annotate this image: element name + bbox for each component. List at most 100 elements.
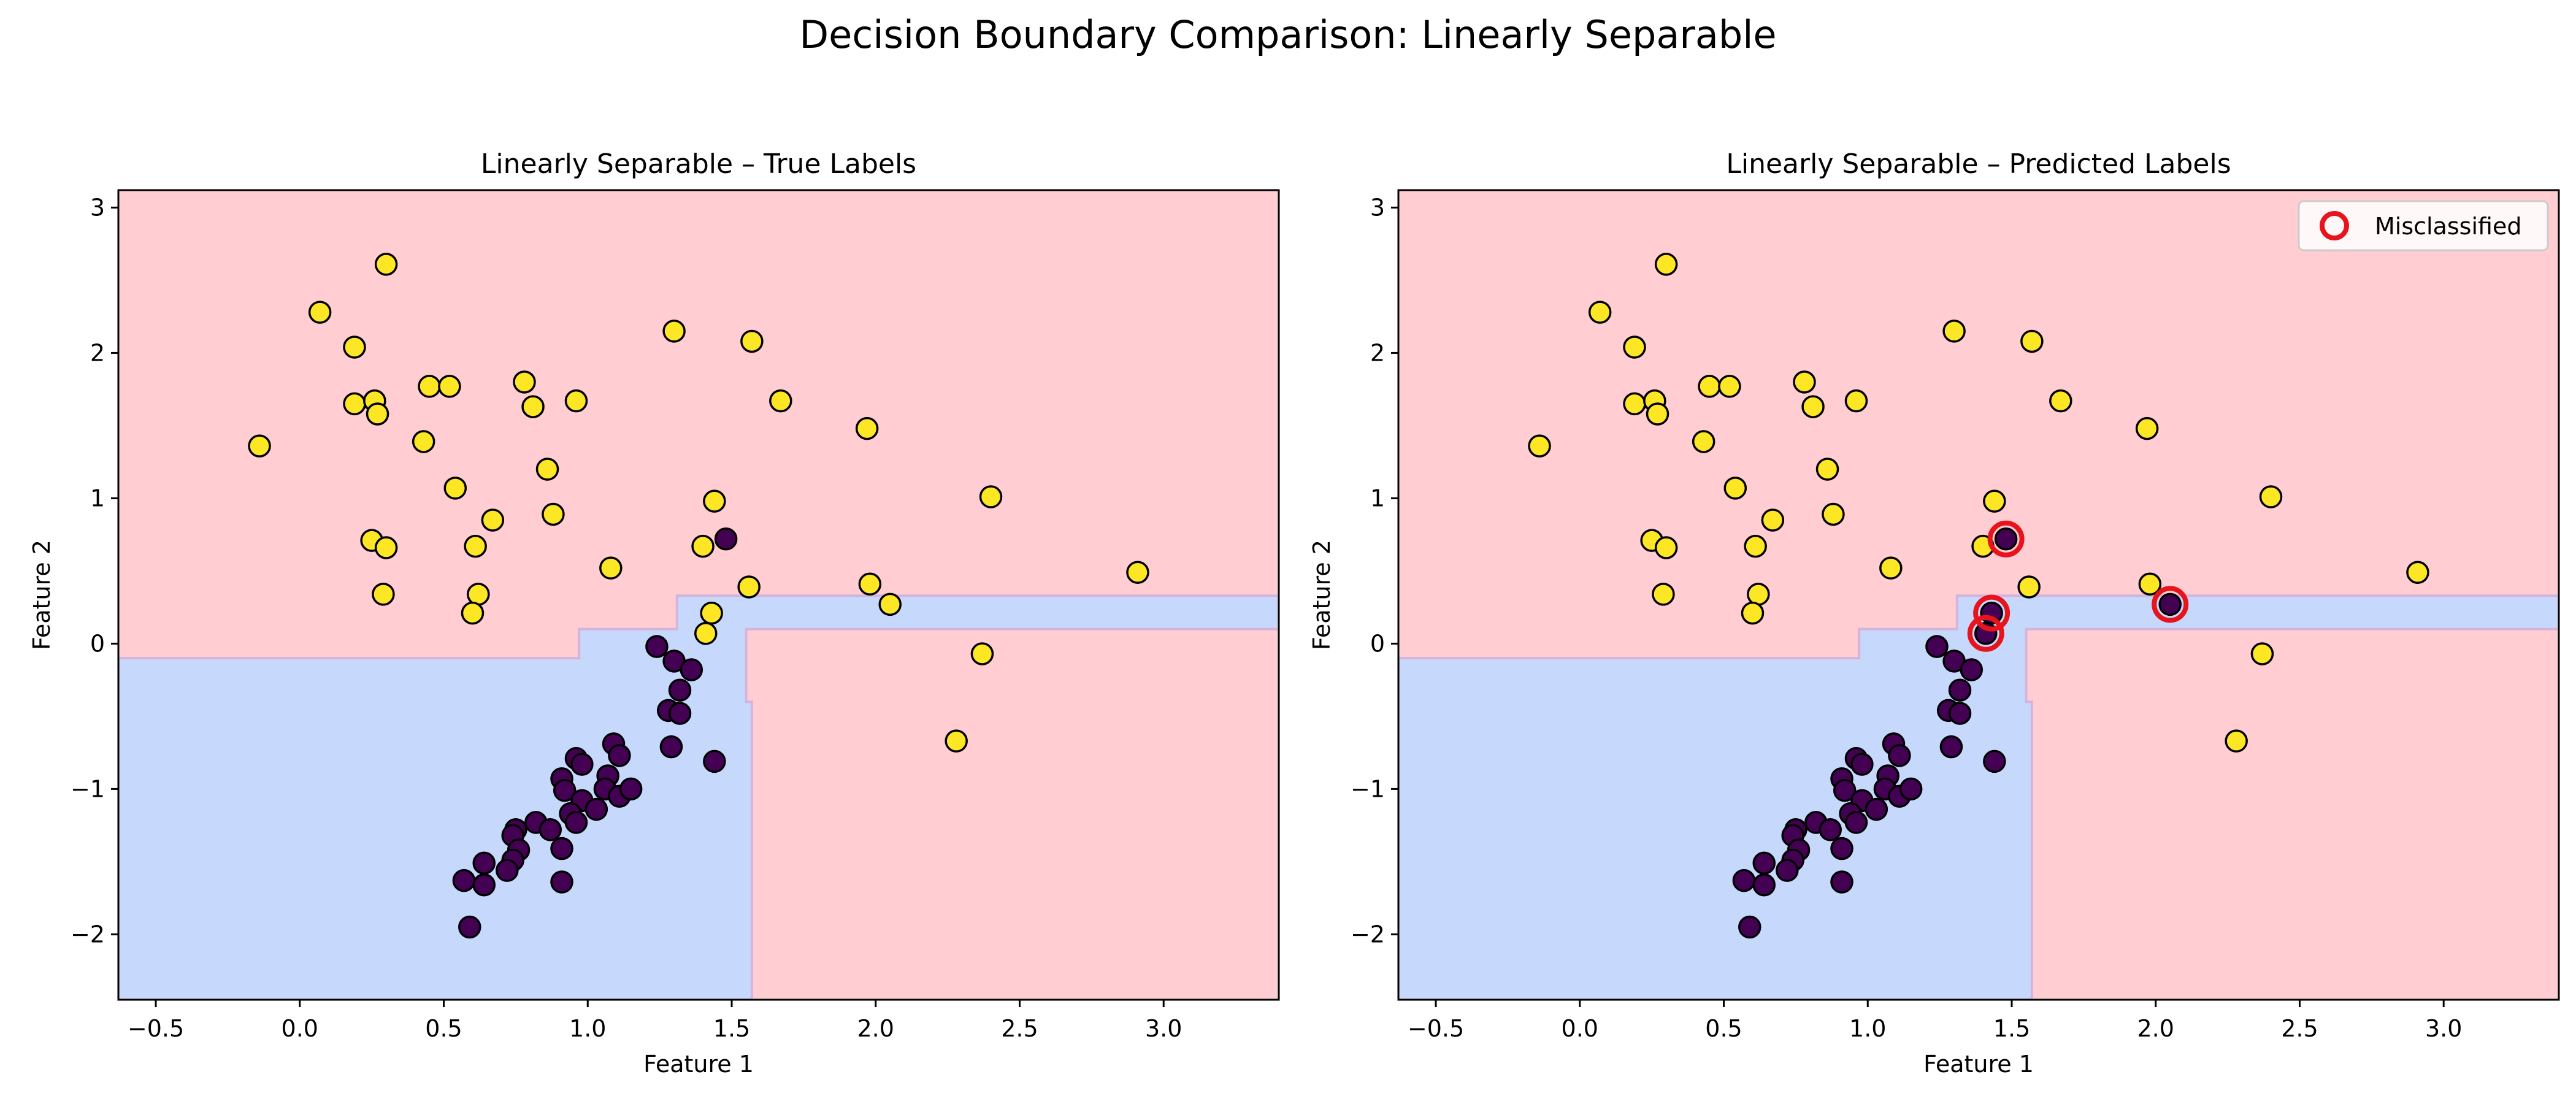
y-axis-label: Feature 2	[28, 540, 55, 650]
data-point	[2158, 592, 2182, 616]
data-points	[1528, 253, 2429, 939]
x-tick-label: 1.0	[1849, 1015, 1886, 1042]
data-point	[680, 658, 703, 681]
data-point	[2138, 572, 2162, 596]
data-point	[1654, 253, 1678, 276]
x-tick-label: 0.0	[1562, 1015, 1598, 1042]
data-point	[1801, 395, 1825, 418]
x-tick-label: 3.0	[1145, 1015, 1182, 1042]
data-point	[2135, 416, 2159, 440]
data-point	[1948, 678, 1972, 702]
data-point	[1654, 536, 1678, 559]
data-point	[564, 811, 588, 834]
figure-title: Decision Boundary Comparison: Linearly S…	[799, 12, 1776, 57]
y-tick-label: −2	[1351, 921, 1385, 948]
data-point	[979, 485, 1003, 508]
data-point	[418, 375, 441, 398]
data-point	[1830, 870, 1853, 894]
data-point	[619, 777, 643, 801]
data-point	[467, 583, 490, 606]
x-tick-label: 2.0	[857, 1015, 894, 1042]
y-tick-label: 1	[90, 485, 105, 512]
x-tick-label: 2.5	[1001, 1015, 1038, 1042]
data-point	[1752, 851, 1776, 875]
data-point	[1819, 818, 1842, 841]
x-tick-label: 1.5	[1993, 1015, 2030, 1042]
data-point	[1899, 777, 1923, 801]
data-point	[472, 873, 496, 897]
x-tick-label: 2.5	[2281, 1015, 2318, 1042]
subplot-title: Linearly Separable – True Labels	[481, 148, 916, 180]
data-point	[550, 837, 573, 861]
legend-marker	[2320, 211, 2349, 240]
data-point	[564, 389, 588, 413]
decision-region-class1	[1398, 594, 2559, 1000]
data-point	[1744, 534, 1767, 558]
x-tick-label: 0.5	[1705, 1015, 1742, 1042]
data-point	[535, 458, 559, 481]
x-tick-label: 1.0	[569, 1015, 606, 1042]
data-point	[878, 592, 902, 616]
y-tick-label: −1	[71, 775, 105, 802]
y-tick-label: 2	[90, 339, 105, 366]
data-point	[740, 329, 764, 353]
x-tick-label: 0.5	[425, 1015, 462, 1042]
data-point	[1528, 434, 1551, 458]
data-point	[1752, 873, 1776, 897]
misclassified-marker	[1973, 594, 2011, 632]
axes-frame	[117, 189, 1280, 1001]
data-point	[2020, 329, 2044, 353]
data-point	[1723, 477, 1747, 500]
x-axis-label: Feature 1	[1923, 1051, 2034, 1078]
data-point	[703, 489, 726, 513]
data-point	[585, 797, 608, 821]
data-point	[2017, 575, 2041, 599]
data-point	[1732, 868, 1756, 892]
data-point	[1126, 561, 1149, 585]
data-point	[343, 335, 366, 359]
data-point	[1623, 392, 1646, 416]
data-point	[372, 583, 395, 606]
y-tick-label: 3	[90, 194, 105, 221]
data-point	[472, 851, 496, 875]
misclassified-marker	[1987, 520, 2025, 558]
data-point	[343, 392, 366, 416]
data-point	[550, 870, 573, 894]
data-point	[1833, 778, 1857, 802]
x-tick-label: 1.5	[713, 1015, 750, 1042]
data-point	[438, 375, 461, 398]
y-tick-label: 0	[1370, 630, 1385, 657]
data-point	[1822, 502, 1845, 526]
y-tick-label: −1	[1351, 775, 1385, 802]
data-point	[1844, 389, 1868, 413]
misclassified-marker	[1967, 615, 2004, 652]
data-point	[945, 729, 968, 753]
data-point	[1623, 335, 1646, 359]
data-point	[1692, 430, 1715, 453]
x-tick-label: −0.5	[1408, 1015, 1464, 1042]
data-point	[1850, 753, 1874, 776]
data-point	[521, 395, 545, 418]
subplot-predicted-labels: −0.5 0.0 0.5 1.0 1.5 2.0 2.5 3.0 −2 −1 0 1 2 3 Linearl…	[1308, 148, 2560, 1078]
data-point	[1865, 797, 1888, 821]
x-tick-label: 0.0	[282, 1015, 318, 1042]
data-point	[513, 370, 536, 394]
y-tick-label: 1	[1370, 485, 1385, 512]
data-point	[2250, 642, 2274, 665]
data-point	[662, 320, 686, 343]
subplot-true-labels: −0.5 0.0 0.5 1.0 1.5 2.0 2.5 3.0 −2 −1 0 1 2 3 Linearl…	[28, 148, 1280, 1078]
decision-region-class1	[118, 594, 1279, 1000]
data-point	[668, 678, 692, 702]
data-point	[694, 622, 718, 645]
data-point	[769, 389, 792, 413]
data-point	[1879, 556, 1903, 580]
data-point	[1698, 375, 1721, 398]
data-point	[1844, 811, 1868, 834]
legend-label: Misclassified	[2375, 213, 2521, 240]
y-tick-label: −2	[71, 921, 105, 948]
data-point	[1761, 508, 1785, 532]
data-point	[1888, 744, 1911, 767]
data-point	[308, 301, 332, 324]
subplot-title: Linearly Separable – Predicted Labels	[1726, 148, 2231, 180]
data-point	[737, 575, 761, 599]
